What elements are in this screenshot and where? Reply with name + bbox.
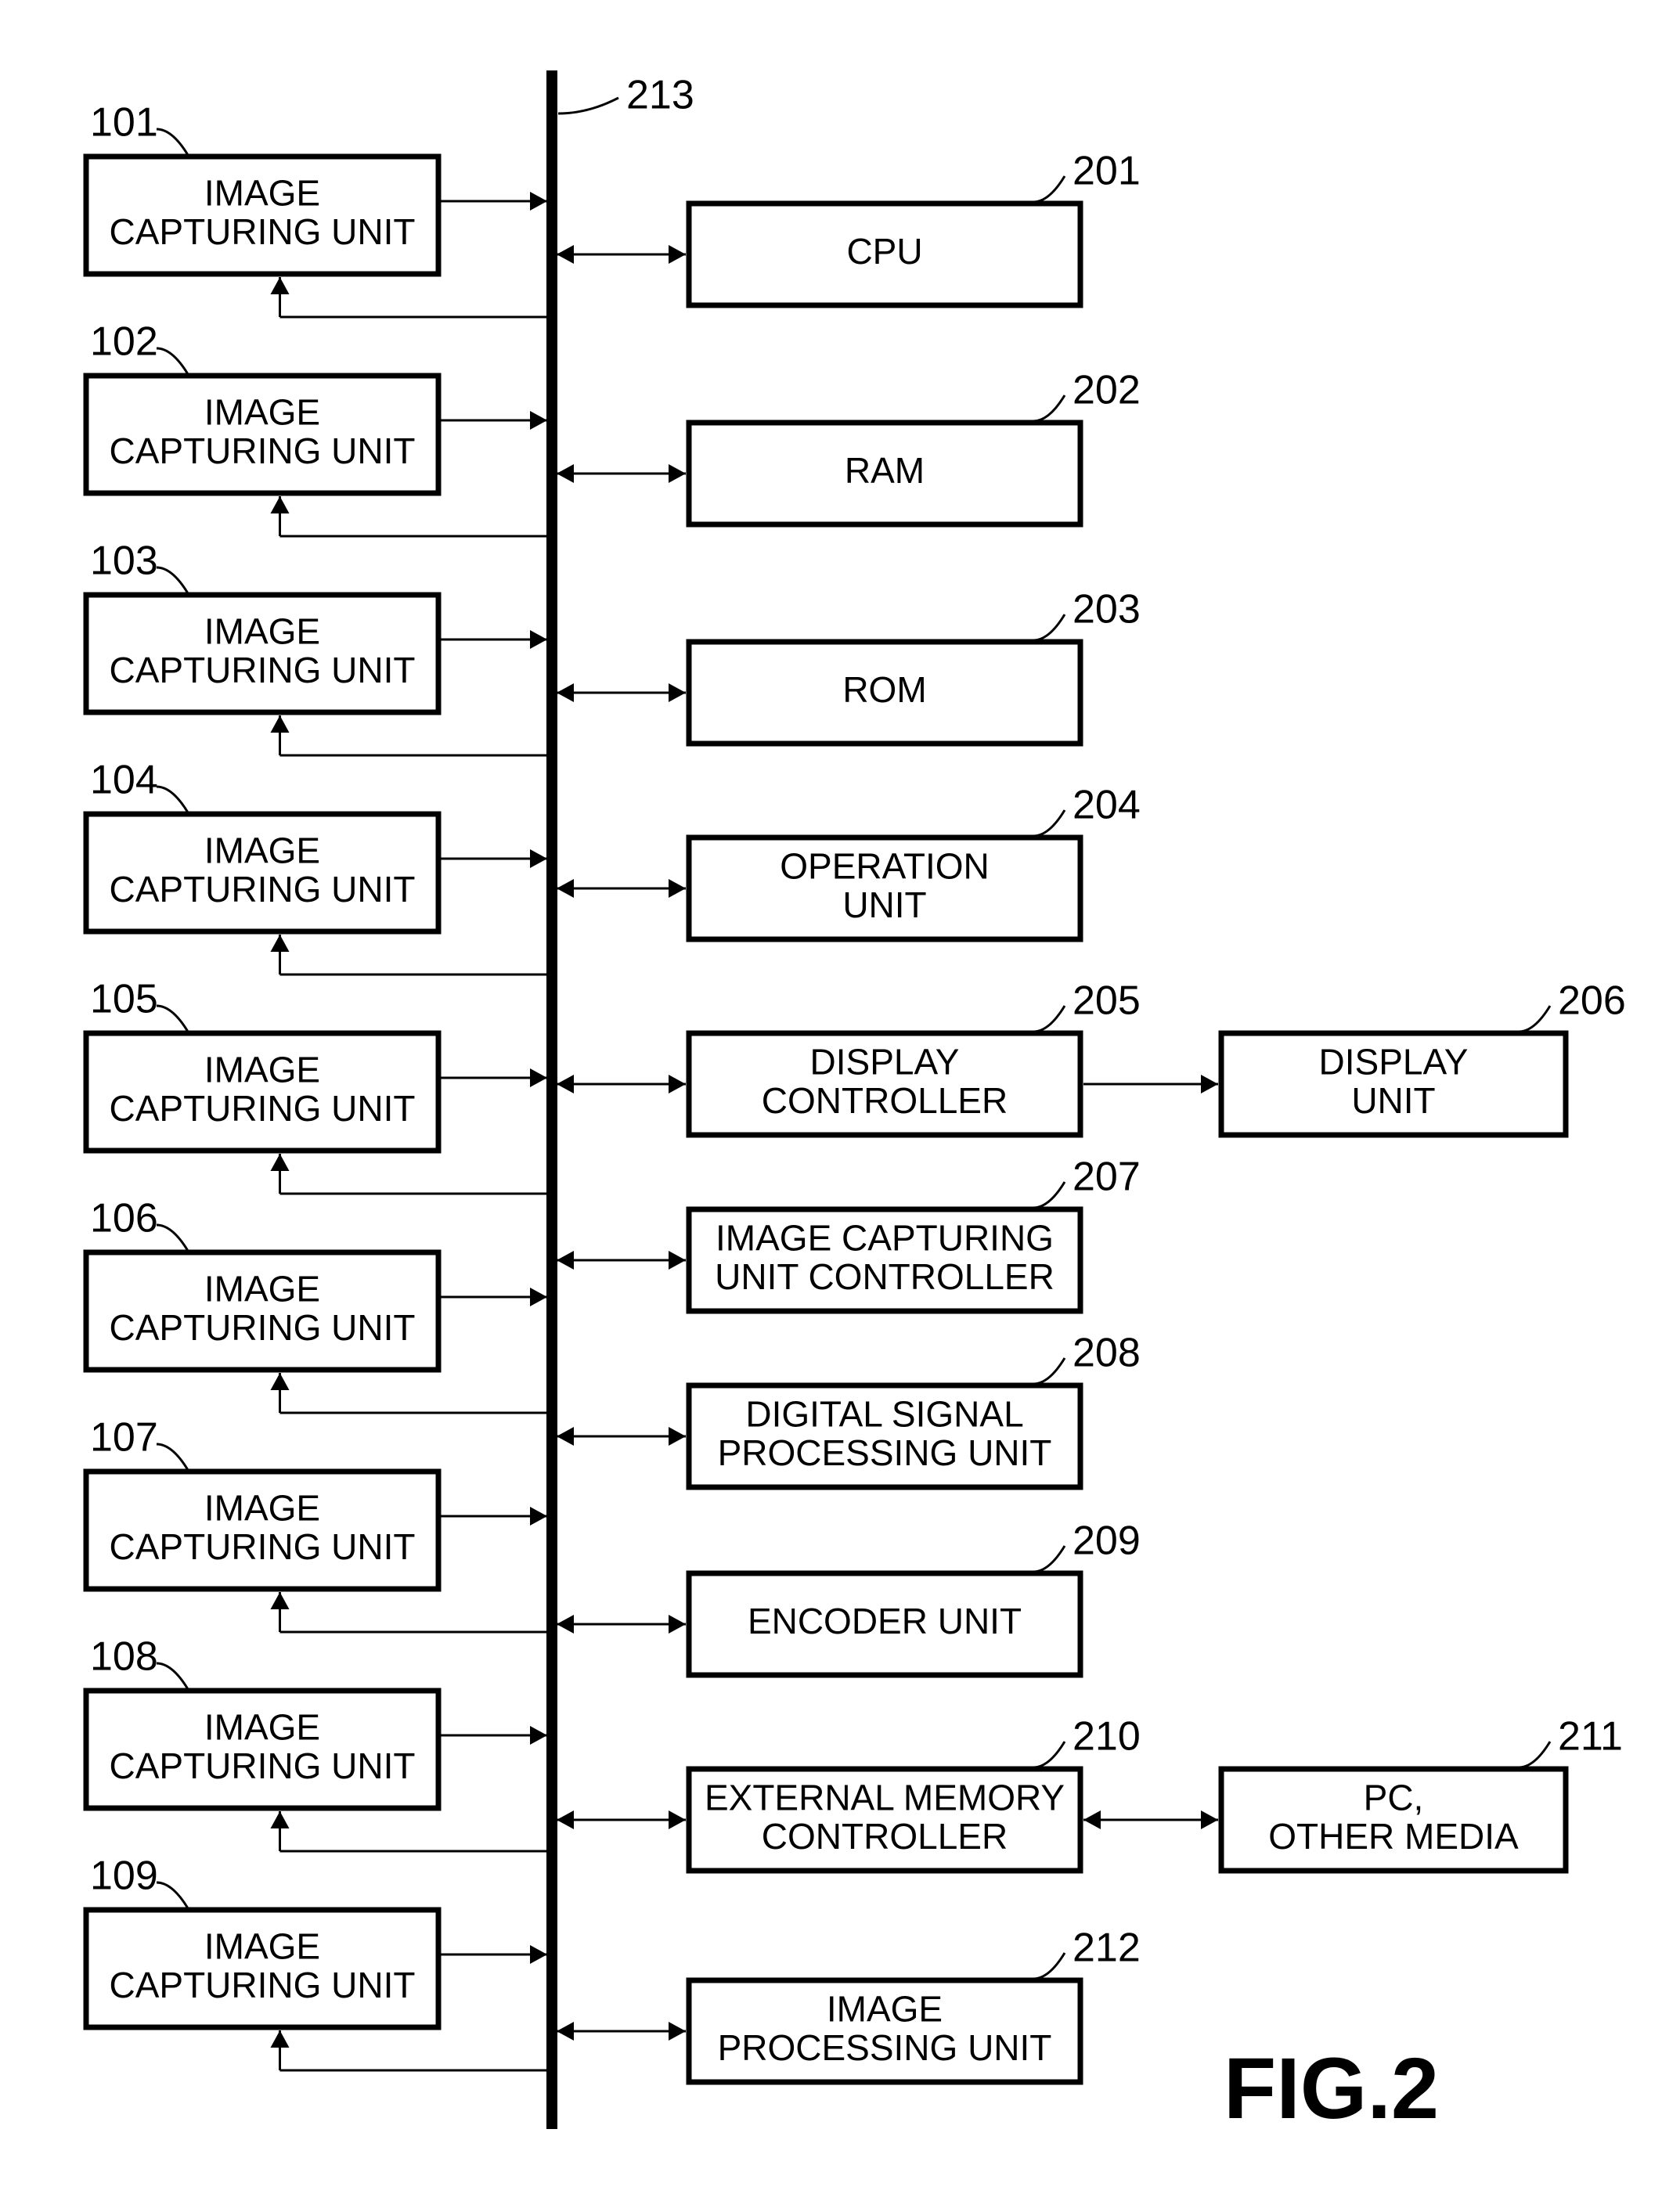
svg-text:105: 105 (90, 977, 158, 1022)
svg-text:IMAGE CAPTURING: IMAGE CAPTURING (716, 1217, 1054, 1258)
svg-text:CONTROLLER: CONTROLLER (762, 1080, 1008, 1121)
svg-text:202: 202 (1073, 368, 1141, 413)
svg-text:CAPTURING UNIT: CAPTURING UNIT (110, 431, 416, 471)
svg-text:IMAGE: IMAGE (204, 391, 320, 432)
svg-text:IMAGE: IMAGE (204, 172, 320, 213)
svg-text:UNIT: UNIT (842, 884, 926, 925)
svg-text:RAM: RAM (845, 450, 925, 491)
svg-text:203: 203 (1073, 587, 1141, 632)
svg-text:213: 213 (626, 73, 694, 118)
svg-text:207: 207 (1073, 1155, 1141, 1200)
svg-text:109: 109 (90, 1854, 158, 1899)
svg-text:IMAGE: IMAGE (204, 830, 320, 870)
svg-text:UNIT: UNIT (1351, 1080, 1435, 1121)
svg-text:CAPTURING UNIT: CAPTURING UNIT (110, 1088, 416, 1129)
svg-text:CAPTURING UNIT: CAPTURING UNIT (110, 650, 416, 690)
svg-text:CAPTURING UNIT: CAPTURING UNIT (110, 869, 416, 910)
svg-text:CONTROLLER: CONTROLLER (762, 1816, 1008, 1857)
svg-text:102: 102 (90, 319, 158, 365)
svg-text:IMAGE: IMAGE (204, 1926, 320, 1966)
svg-text:211: 211 (1558, 1714, 1623, 1760)
svg-text:IMAGE: IMAGE (204, 1487, 320, 1528)
svg-text:104: 104 (90, 758, 158, 803)
svg-text:IMAGE: IMAGE (827, 1988, 943, 2029)
svg-text:DISPLAY: DISPLAY (810, 1041, 960, 1082)
svg-text:205: 205 (1073, 978, 1141, 1024)
svg-text:CPU: CPU (846, 231, 922, 272)
svg-text:IMAGE: IMAGE (204, 1706, 320, 1747)
svg-text:209: 209 (1073, 1518, 1141, 1564)
svg-text:PROCESSING UNIT: PROCESSING UNIT (718, 1432, 1052, 1473)
svg-text:108: 108 (90, 1634, 158, 1680)
svg-text:PROCESSING UNIT: PROCESSING UNIT (718, 2027, 1052, 2068)
block-diagram: 213IMAGECAPTURING UNIT101IMAGECAPTURING … (0, 0, 1662, 2212)
svg-text:IMAGE: IMAGE (204, 611, 320, 651)
svg-text:103: 103 (90, 539, 158, 584)
svg-text:ENCODER UNIT: ENCODER UNIT (748, 1601, 1022, 1641)
svg-text:DIGITAL SIGNAL: DIGITAL SIGNAL (745, 1393, 1023, 1434)
svg-text:UNIT CONTROLLER: UNIT CONTROLLER (715, 1256, 1055, 1297)
svg-text:106: 106 (90, 1196, 158, 1241)
figure-label: FIG.2 (1224, 2041, 1439, 2137)
svg-text:CAPTURING UNIT: CAPTURING UNIT (110, 1745, 416, 1786)
svg-text:IMAGE: IMAGE (204, 1049, 320, 1090)
svg-text:OPERATION: OPERATION (780, 845, 990, 886)
svg-text:212: 212 (1073, 1926, 1141, 1971)
svg-text:ROM: ROM (842, 669, 926, 710)
svg-text:CAPTURING UNIT: CAPTURING UNIT (110, 211, 416, 252)
svg-text:CAPTURING UNIT: CAPTURING UNIT (110, 1965, 416, 2005)
svg-text:201: 201 (1073, 149, 1141, 194)
svg-text:204: 204 (1073, 783, 1141, 828)
svg-text:210: 210 (1073, 1714, 1141, 1760)
svg-text:OTHER MEDIA: OTHER MEDIA (1268, 1816, 1519, 1857)
svg-text:EXTERNAL MEMORY: EXTERNAL MEMORY (705, 1777, 1065, 1818)
svg-text:206: 206 (1558, 978, 1626, 1024)
svg-text:DISPLAY: DISPLAY (1319, 1041, 1469, 1082)
svg-text:CAPTURING UNIT: CAPTURING UNIT (110, 1307, 416, 1348)
svg-text:107: 107 (90, 1415, 158, 1461)
svg-text:208: 208 (1073, 1331, 1141, 1376)
svg-text:CAPTURING UNIT: CAPTURING UNIT (110, 1526, 416, 1567)
svg-text:101: 101 (90, 100, 158, 146)
svg-text:PC,: PC, (1364, 1777, 1424, 1818)
svg-text:IMAGE: IMAGE (204, 1268, 320, 1309)
